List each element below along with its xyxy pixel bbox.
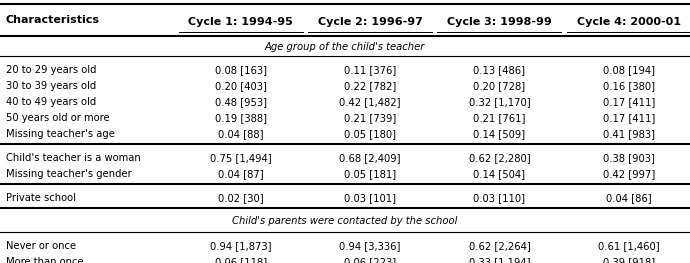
Text: 0.94 [3,336]: 0.94 [3,336] bbox=[339, 241, 401, 251]
Text: 0.41 [983]: 0.41 [983] bbox=[603, 129, 655, 139]
Text: Never or once: Never or once bbox=[6, 241, 76, 251]
Text: 0.02 [30]: 0.02 [30] bbox=[218, 193, 264, 203]
Text: 0.06 [118]: 0.06 [118] bbox=[215, 257, 267, 263]
Text: 0.08 [194]: 0.08 [194] bbox=[603, 65, 655, 75]
Text: 0.05 [181]: 0.05 [181] bbox=[344, 169, 396, 179]
Text: 0.14 [504]: 0.14 [504] bbox=[473, 169, 525, 179]
Text: 30 to 39 years old: 30 to 39 years old bbox=[6, 81, 96, 91]
Text: 0.22 [782]: 0.22 [782] bbox=[344, 81, 396, 91]
Text: 0.04 [88]: 0.04 [88] bbox=[218, 129, 264, 139]
Text: Cycle 2: 1996-97: Cycle 2: 1996-97 bbox=[317, 17, 422, 27]
Text: 0.39 [918]: 0.39 [918] bbox=[602, 257, 655, 263]
Text: Cycle 3: 1998-99: Cycle 3: 1998-99 bbox=[447, 17, 552, 27]
Text: Cycle 4: 2000-01: Cycle 4: 2000-01 bbox=[577, 17, 681, 27]
Text: 0.75 [1,494]: 0.75 [1,494] bbox=[210, 153, 271, 163]
Text: Private school: Private school bbox=[6, 193, 75, 203]
Text: 0.62 [2,280]: 0.62 [2,280] bbox=[469, 153, 530, 163]
Text: 0.20 [403]: 0.20 [403] bbox=[215, 81, 266, 91]
Text: 0.48 [953]: 0.48 [953] bbox=[215, 97, 266, 107]
Text: 0.03 [101]: 0.03 [101] bbox=[344, 193, 396, 203]
Text: 0.32 [1,170]: 0.32 [1,170] bbox=[469, 97, 530, 107]
Text: 0.38 [903]: 0.38 [903] bbox=[603, 153, 655, 163]
Text: 0.17 [411]: 0.17 [411] bbox=[602, 113, 655, 123]
Text: Age group of the child's teacher: Age group of the child's teacher bbox=[265, 42, 425, 52]
Text: 0.04 [86]: 0.04 [86] bbox=[606, 193, 651, 203]
Text: 0.42 [997]: 0.42 [997] bbox=[602, 169, 655, 179]
Text: 0.14 [509]: 0.14 [509] bbox=[473, 129, 526, 139]
Text: 0.21 [761]: 0.21 [761] bbox=[473, 113, 526, 123]
Text: 0.08 [163]: 0.08 [163] bbox=[215, 65, 266, 75]
Text: 50 years old or more: 50 years old or more bbox=[6, 113, 109, 123]
Text: 40 to 49 years old: 40 to 49 years old bbox=[6, 97, 96, 107]
Text: 0.16 [380]: 0.16 [380] bbox=[603, 81, 655, 91]
Text: 0.04 [87]: 0.04 [87] bbox=[218, 169, 264, 179]
Text: 0.03 [110]: 0.03 [110] bbox=[473, 193, 525, 203]
Text: Missing teacher's age: Missing teacher's age bbox=[6, 129, 115, 139]
Text: Cycle 1: 1994-95: Cycle 1: 1994-95 bbox=[188, 17, 293, 27]
Text: Characteristics: Characteristics bbox=[6, 15, 99, 25]
Text: 0.11 [376]: 0.11 [376] bbox=[344, 65, 396, 75]
Text: 20 to 29 years old: 20 to 29 years old bbox=[6, 65, 96, 75]
Text: 0.06 [223]: 0.06 [223] bbox=[344, 257, 396, 263]
Text: 0.68 [2,409]: 0.68 [2,409] bbox=[339, 153, 401, 163]
Text: 0.61 [1,460]: 0.61 [1,460] bbox=[598, 241, 660, 251]
Text: 0.19 [388]: 0.19 [388] bbox=[215, 113, 266, 123]
Text: More than once: More than once bbox=[6, 257, 83, 263]
Text: Child's parents were contacted by the school: Child's parents were contacted by the sc… bbox=[233, 216, 457, 226]
Text: Child's teacher is a woman: Child's teacher is a woman bbox=[6, 153, 140, 163]
Text: 0.42 [1,482]: 0.42 [1,482] bbox=[339, 97, 401, 107]
Text: 0.33 [1,194]: 0.33 [1,194] bbox=[469, 257, 530, 263]
Text: 0.13 [486]: 0.13 [486] bbox=[473, 65, 525, 75]
Text: 0.05 [180]: 0.05 [180] bbox=[344, 129, 396, 139]
Text: 0.21 [739]: 0.21 [739] bbox=[344, 113, 396, 123]
Text: 0.62 [2,264]: 0.62 [2,264] bbox=[469, 241, 530, 251]
Text: 0.17 [411]: 0.17 [411] bbox=[602, 97, 655, 107]
Text: 0.94 [1,873]: 0.94 [1,873] bbox=[210, 241, 271, 251]
Text: Missing teacher's gender: Missing teacher's gender bbox=[6, 169, 131, 179]
Text: 0.20 [728]: 0.20 [728] bbox=[473, 81, 526, 91]
